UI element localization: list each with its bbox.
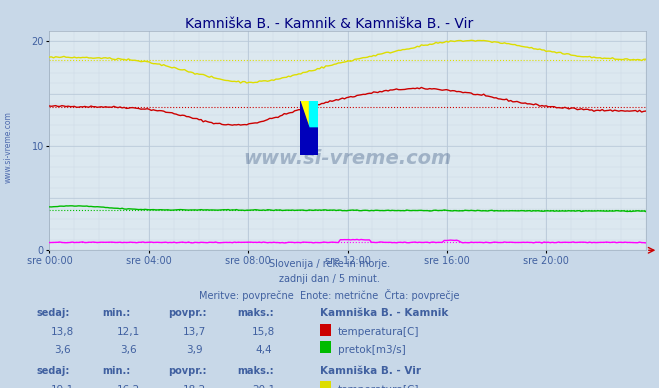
Text: 3,9: 3,9 xyxy=(186,345,203,355)
Text: sedaj:: sedaj: xyxy=(36,308,70,319)
Text: 12,1: 12,1 xyxy=(117,327,140,337)
Text: maks.:: maks.: xyxy=(237,308,274,319)
Text: 13,8: 13,8 xyxy=(51,327,74,337)
Bar xyxy=(309,101,318,128)
Polygon shape xyxy=(300,101,318,155)
Text: 3,6: 3,6 xyxy=(120,345,137,355)
Text: 4,4: 4,4 xyxy=(255,345,272,355)
Polygon shape xyxy=(300,101,318,128)
Text: www.si-vreme.com: www.si-vreme.com xyxy=(243,149,452,168)
Text: Meritve: povprečne  Enote: metrične  Črta: povprečje: Meritve: povprečne Enote: metrične Črta:… xyxy=(199,289,460,301)
Text: 3,6: 3,6 xyxy=(54,345,71,355)
Text: 16,2: 16,2 xyxy=(117,385,140,388)
Text: Kamniška B. - Kamnik & Kamniška B. - Vir: Kamniška B. - Kamnik & Kamniška B. - Vir xyxy=(185,17,474,31)
Text: www.si-vreme.com: www.si-vreme.com xyxy=(3,111,13,184)
Text: Slovenija / reke in morje.: Slovenija / reke in morje. xyxy=(269,259,390,269)
Bar xyxy=(300,101,309,128)
Text: 18,2: 18,2 xyxy=(183,385,206,388)
Text: Kamniška B. - Kamnik: Kamniška B. - Kamnik xyxy=(320,308,448,319)
Text: pretok[m3/s]: pretok[m3/s] xyxy=(338,345,406,355)
Text: Kamniška B. - Vir: Kamniška B. - Vir xyxy=(320,366,420,376)
Text: 19,1: 19,1 xyxy=(51,385,74,388)
Text: 20,1: 20,1 xyxy=(252,385,275,388)
Text: 15,8: 15,8 xyxy=(252,327,275,337)
Text: povpr.:: povpr.: xyxy=(168,308,206,319)
Text: 13,7: 13,7 xyxy=(183,327,206,337)
Text: maks.:: maks.: xyxy=(237,366,274,376)
Text: min.:: min.: xyxy=(102,308,130,319)
Text: zadnji dan / 5 minut.: zadnji dan / 5 minut. xyxy=(279,274,380,284)
Text: temperatura[C]: temperatura[C] xyxy=(338,385,420,388)
Text: povpr.:: povpr.: xyxy=(168,366,206,376)
Text: temperatura[C]: temperatura[C] xyxy=(338,327,420,337)
Text: sedaj:: sedaj: xyxy=(36,366,70,376)
Text: min.:: min.: xyxy=(102,366,130,376)
